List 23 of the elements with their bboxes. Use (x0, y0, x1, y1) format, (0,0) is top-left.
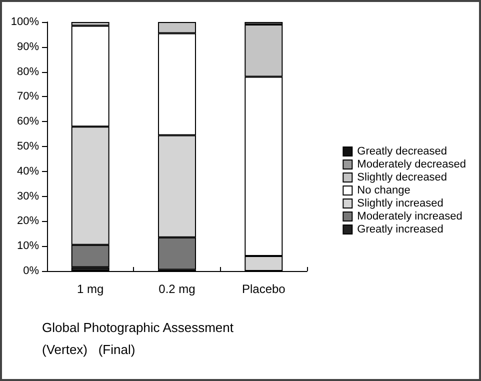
legend-label: Moderately decreased (357, 158, 466, 170)
y-tick-label: 0% (23, 265, 40, 277)
legend-label: Slightly increased (357, 198, 444, 210)
legend-label: Greatly increased (357, 224, 444, 236)
y-tick-label: 90% (16, 40, 40, 53)
y-tick-label: 20% (16, 215, 40, 228)
y-tick-label: 50% (16, 140, 40, 152)
y-tick-label: 60% (16, 116, 40, 128)
y-tick-label: 40% (16, 165, 40, 178)
x-tick-label: 0.2 mg (158, 282, 196, 296)
legend-label: Moderately increased (357, 210, 462, 222)
x-tick-label: Placebo (242, 282, 286, 296)
y-tick-label: 30% (16, 190, 40, 202)
legend-label: Greatly decreased (357, 146, 448, 158)
x-tick-label: 1 mg (76, 282, 104, 296)
text: (Vertex) (Final) (42, 342, 136, 357)
legend-label: No change (357, 184, 410, 196)
x-axis-title: Global Photographic Assessment (42, 320, 234, 335)
y-tick-label: 70% (16, 90, 40, 103)
y-tick-label: 10% (16, 240, 40, 252)
y-tick-label: 80% (16, 66, 40, 78)
legend-label: Slightly decreased (357, 172, 448, 184)
y-tick-label: 100% (10, 16, 40, 28)
